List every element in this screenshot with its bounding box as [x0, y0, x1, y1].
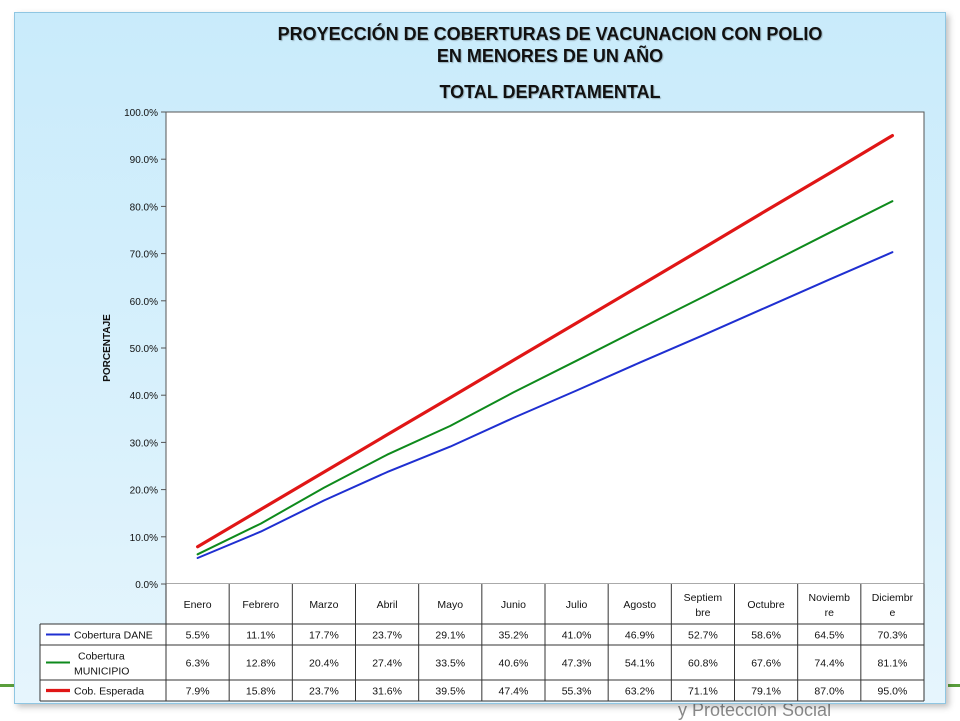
category-label: Mayo: [437, 599, 463, 611]
series-name: Cob. Esperada: [74, 686, 144, 698]
series-name: Cobertura DANE: [74, 630, 153, 642]
series-line-0: [196, 251, 894, 559]
category-label: re: [825, 607, 834, 619]
data-label: 58.6%: [751, 630, 781, 642]
category-label: Junio: [501, 599, 526, 611]
category-label: Enero: [184, 599, 212, 611]
y-tick-label: 10.0%: [130, 533, 158, 544]
data-label: 31.6%: [372, 686, 402, 698]
data-label: 47.3%: [562, 658, 592, 670]
data-label: 70.3%: [878, 630, 908, 642]
category-label: Noviemb: [809, 592, 851, 604]
y-tick-label: 20.0%: [130, 486, 158, 497]
data-label: 7.9%: [186, 686, 210, 698]
data-label: 6.3%: [186, 658, 210, 670]
data-label: 27.4%: [372, 658, 402, 670]
data-label: 79.1%: [751, 686, 781, 698]
data-label: 74.4%: [814, 658, 844, 670]
data-label: 54.1%: [625, 658, 655, 670]
chart-title-line-3: TOTAL DEPARTAMENTAL: [439, 82, 661, 102]
decorative-line-right: [948, 684, 960, 687]
data-label: 23.7%: [372, 630, 402, 642]
chart-title-line-1: PROYECCIÓN DE COBERTURAS DE VACUNACION C…: [277, 24, 823, 44]
data-label: 52.7%: [688, 630, 718, 642]
data-label: 41.0%: [562, 630, 592, 642]
y-tick-label: 100.0%: [124, 108, 158, 119]
y-tick-label: 30.0%: [130, 438, 158, 449]
data-label: 12.8%: [246, 658, 276, 670]
category-label: Octubre: [747, 599, 785, 611]
data-label: 33.5%: [435, 658, 465, 670]
y-tick-label: 60.0%: [130, 297, 158, 308]
data-label: 40.6%: [499, 658, 529, 670]
y-tick-label: 0.0%: [135, 580, 158, 591]
data-label: 5.5%: [186, 630, 210, 642]
category-label: Julio: [566, 599, 588, 611]
data-label: 63.2%: [625, 686, 655, 698]
series-line-1: [196, 200, 894, 556]
y-tick-label: 40.0%: [130, 391, 158, 402]
y-tick-label: 90.0%: [130, 155, 158, 166]
data-label: 20.4%: [309, 658, 339, 670]
category-label: Agosto: [623, 599, 656, 611]
data-label: 55.3%: [562, 686, 592, 698]
y-tick-label: 50.0%: [130, 344, 158, 355]
data-label: 35.2%: [499, 630, 529, 642]
data-label: 47.4%: [499, 686, 529, 698]
data-label: 87.0%: [814, 686, 844, 698]
series-line-2: [196, 134, 895, 549]
y-tick-label: 70.0%: [130, 250, 158, 261]
category-label: Febrero: [242, 599, 279, 611]
data-label: 67.6%: [751, 658, 781, 670]
series-name: Cobertura: [78, 651, 125, 663]
data-label: 95.0%: [878, 686, 908, 698]
data-label: 71.1%: [688, 686, 718, 698]
category-label: Septiem: [684, 592, 723, 604]
data-label: 17.7%: [309, 630, 339, 642]
data-label: 11.1%: [246, 630, 275, 642]
data-label: 64.5%: [814, 630, 844, 642]
category-label: Diciembr: [872, 592, 914, 604]
chart-title-line-2: EN MENORES DE UN AÑO: [436, 46, 664, 66]
data-label: 29.1%: [435, 630, 465, 642]
series-name: MUNICIPIO: [74, 666, 129, 678]
category-label: bre: [695, 607, 710, 619]
category-label: Marzo: [309, 599, 338, 611]
y-axis-label: PORCENTAJE: [102, 314, 113, 382]
footer-text: y Protección Social: [678, 700, 832, 720]
category-label: Abril: [377, 599, 398, 611]
data-label: 60.8%: [688, 658, 718, 670]
data-label: 23.7%: [309, 686, 339, 698]
data-label: 15.8%: [246, 686, 276, 698]
y-tick-label: 80.0%: [130, 202, 158, 213]
category-label: e: [889, 607, 895, 619]
data-label: 39.5%: [435, 686, 465, 698]
data-label: 46.9%: [625, 630, 655, 642]
data-label: 81.1%: [878, 658, 908, 670]
